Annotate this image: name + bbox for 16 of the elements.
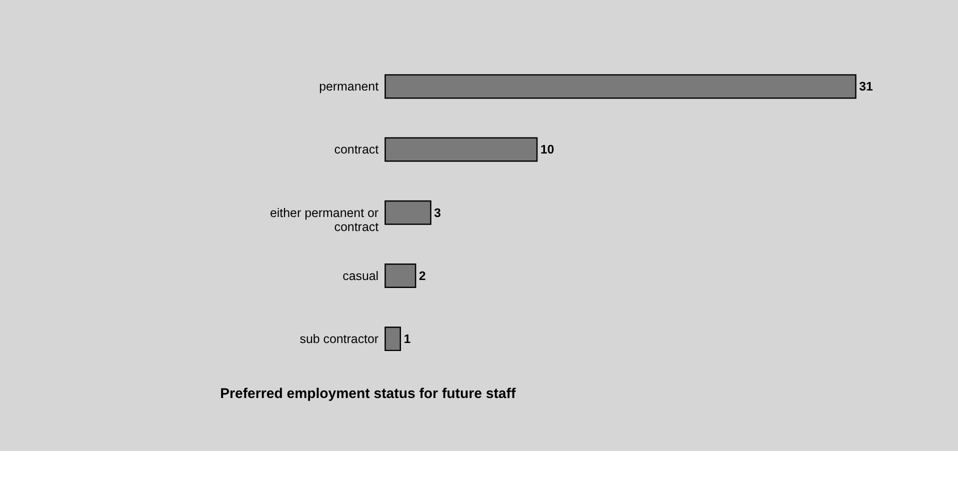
y-tick-label: contract [334, 142, 380, 157]
data-label: 1 [404, 332, 411, 346]
bar [384, 200, 432, 225]
data-label: 2 [418, 268, 426, 283]
bar [384, 326, 401, 352]
y-tick-label: either permanent or contract [270, 206, 380, 234]
bar [384, 74, 856, 99]
data-label: 10 [540, 142, 554, 157]
y-tick-label: sub contractor [300, 332, 379, 346]
bar [384, 137, 538, 162]
data-label: 31 [859, 80, 874, 94]
y-tick-label: permanent [319, 80, 380, 94]
text: Preferred employment status for future staff [220, 384, 516, 401]
bar [384, 263, 416, 288]
y-tick-label: casual [342, 268, 379, 283]
data-label: 3 [434, 206, 442, 220]
